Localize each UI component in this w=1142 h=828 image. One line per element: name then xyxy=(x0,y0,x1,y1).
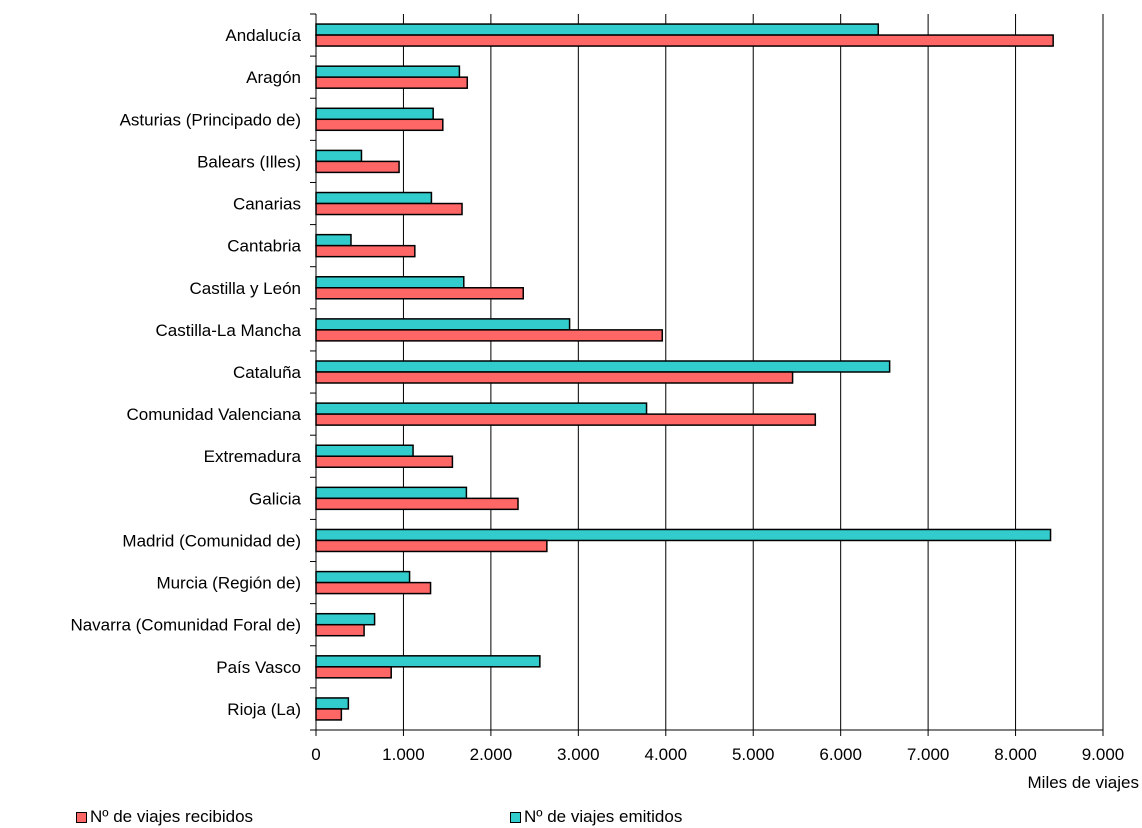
bar-emitidos xyxy=(315,486,468,500)
legend-swatch-emitidos xyxy=(510,811,521,823)
category-label: Rioja (La) xyxy=(227,700,301,719)
category-label: Murcia (Región de) xyxy=(156,574,301,593)
x-tick-label: 3.000 xyxy=(557,745,600,764)
legend-label-emitidos: Nº de viajes emitidos xyxy=(524,807,683,826)
x-tick-label: 6.000 xyxy=(819,745,862,764)
bar-recibidos xyxy=(315,581,432,595)
bar-recibidos xyxy=(315,244,416,258)
x-tick-label: 1.000 xyxy=(382,745,425,764)
bar-recibidos xyxy=(315,118,444,132)
legend-item-recibidos: Nº de viajes recibidos xyxy=(76,806,253,828)
legend-item-emitidos: Nº de viajes emitidos xyxy=(510,806,682,828)
bar-recibidos xyxy=(315,160,400,174)
category-label: Canarias xyxy=(233,195,301,214)
category-label: Cataluña xyxy=(233,363,302,382)
category-label: Asturias (Principado de) xyxy=(120,110,301,129)
x-tick-label: 0 xyxy=(311,745,320,764)
bar-recibidos xyxy=(315,708,343,721)
category-label: Balears (Illes) xyxy=(197,152,301,171)
bar-emitidos xyxy=(315,528,1052,542)
category-label: Galicia xyxy=(249,489,302,508)
category-label: Andalucía xyxy=(225,26,301,45)
bar-emitidos xyxy=(315,612,376,626)
bar-emitidos xyxy=(315,65,461,78)
bar-emitidos xyxy=(315,444,414,457)
bar-recibidos xyxy=(315,329,664,342)
x-axis-title: Miles de viajes xyxy=(1028,773,1140,792)
x-tick-label: 8.000 xyxy=(994,745,1037,764)
category-label: Extremadura xyxy=(204,447,302,466)
legend-swatch-recibidos xyxy=(76,811,87,823)
bar-recibidos xyxy=(315,623,365,637)
bar-emitidos xyxy=(315,318,571,331)
x-tick-label: 5.000 xyxy=(732,745,775,764)
bar-recibidos xyxy=(315,76,469,89)
category-label: Navarra (Comunidad Foral de) xyxy=(70,616,301,635)
x-tick-label: 4.000 xyxy=(645,745,688,764)
bar-recibidos xyxy=(315,287,524,300)
bar-recibidos xyxy=(315,455,454,468)
bar-recibidos xyxy=(315,34,1054,47)
category-label: Cantabria xyxy=(227,237,301,256)
bar-recibidos xyxy=(315,666,392,679)
bar-emitidos xyxy=(315,149,363,163)
bar-emitidos xyxy=(315,697,350,710)
category-label: Madrid (Comunidad de) xyxy=(122,531,301,550)
bar-emitidos xyxy=(315,402,648,415)
bar-chart: 0 1.000 2.000 3.000 4.000 5.000 6.000 7.000 8.00… xyxy=(70,13,1140,792)
bar-recibidos xyxy=(315,497,519,511)
category-label: País Vasco xyxy=(216,658,301,677)
bar-recibidos xyxy=(315,539,548,553)
bar-recibidos xyxy=(315,202,463,216)
category-label: Aragón xyxy=(246,68,301,87)
bar-emitidos xyxy=(315,570,411,584)
category-label: Castilla y León xyxy=(189,279,301,298)
bar-emitidos xyxy=(315,191,433,205)
bar-recibidos xyxy=(315,413,817,426)
x-tick-label: 7.000 xyxy=(907,745,950,764)
x-tick-label: 9.000 xyxy=(1082,745,1125,764)
category-label: Comunidad Valenciana xyxy=(126,405,301,424)
bar-emitidos xyxy=(315,23,880,36)
bar-emitidos xyxy=(315,107,434,121)
bar-emitidos xyxy=(315,360,891,373)
x-tick-label: 2.000 xyxy=(470,745,513,764)
bar-recibidos xyxy=(315,371,794,384)
bar-emitidos xyxy=(315,233,352,247)
bar-emitidos xyxy=(315,655,541,668)
bar-emitidos xyxy=(315,276,465,289)
category-label: Castilla-La Mancha xyxy=(155,321,301,340)
legend-label-recibidos: Nº de viajes recibidos xyxy=(90,807,254,826)
